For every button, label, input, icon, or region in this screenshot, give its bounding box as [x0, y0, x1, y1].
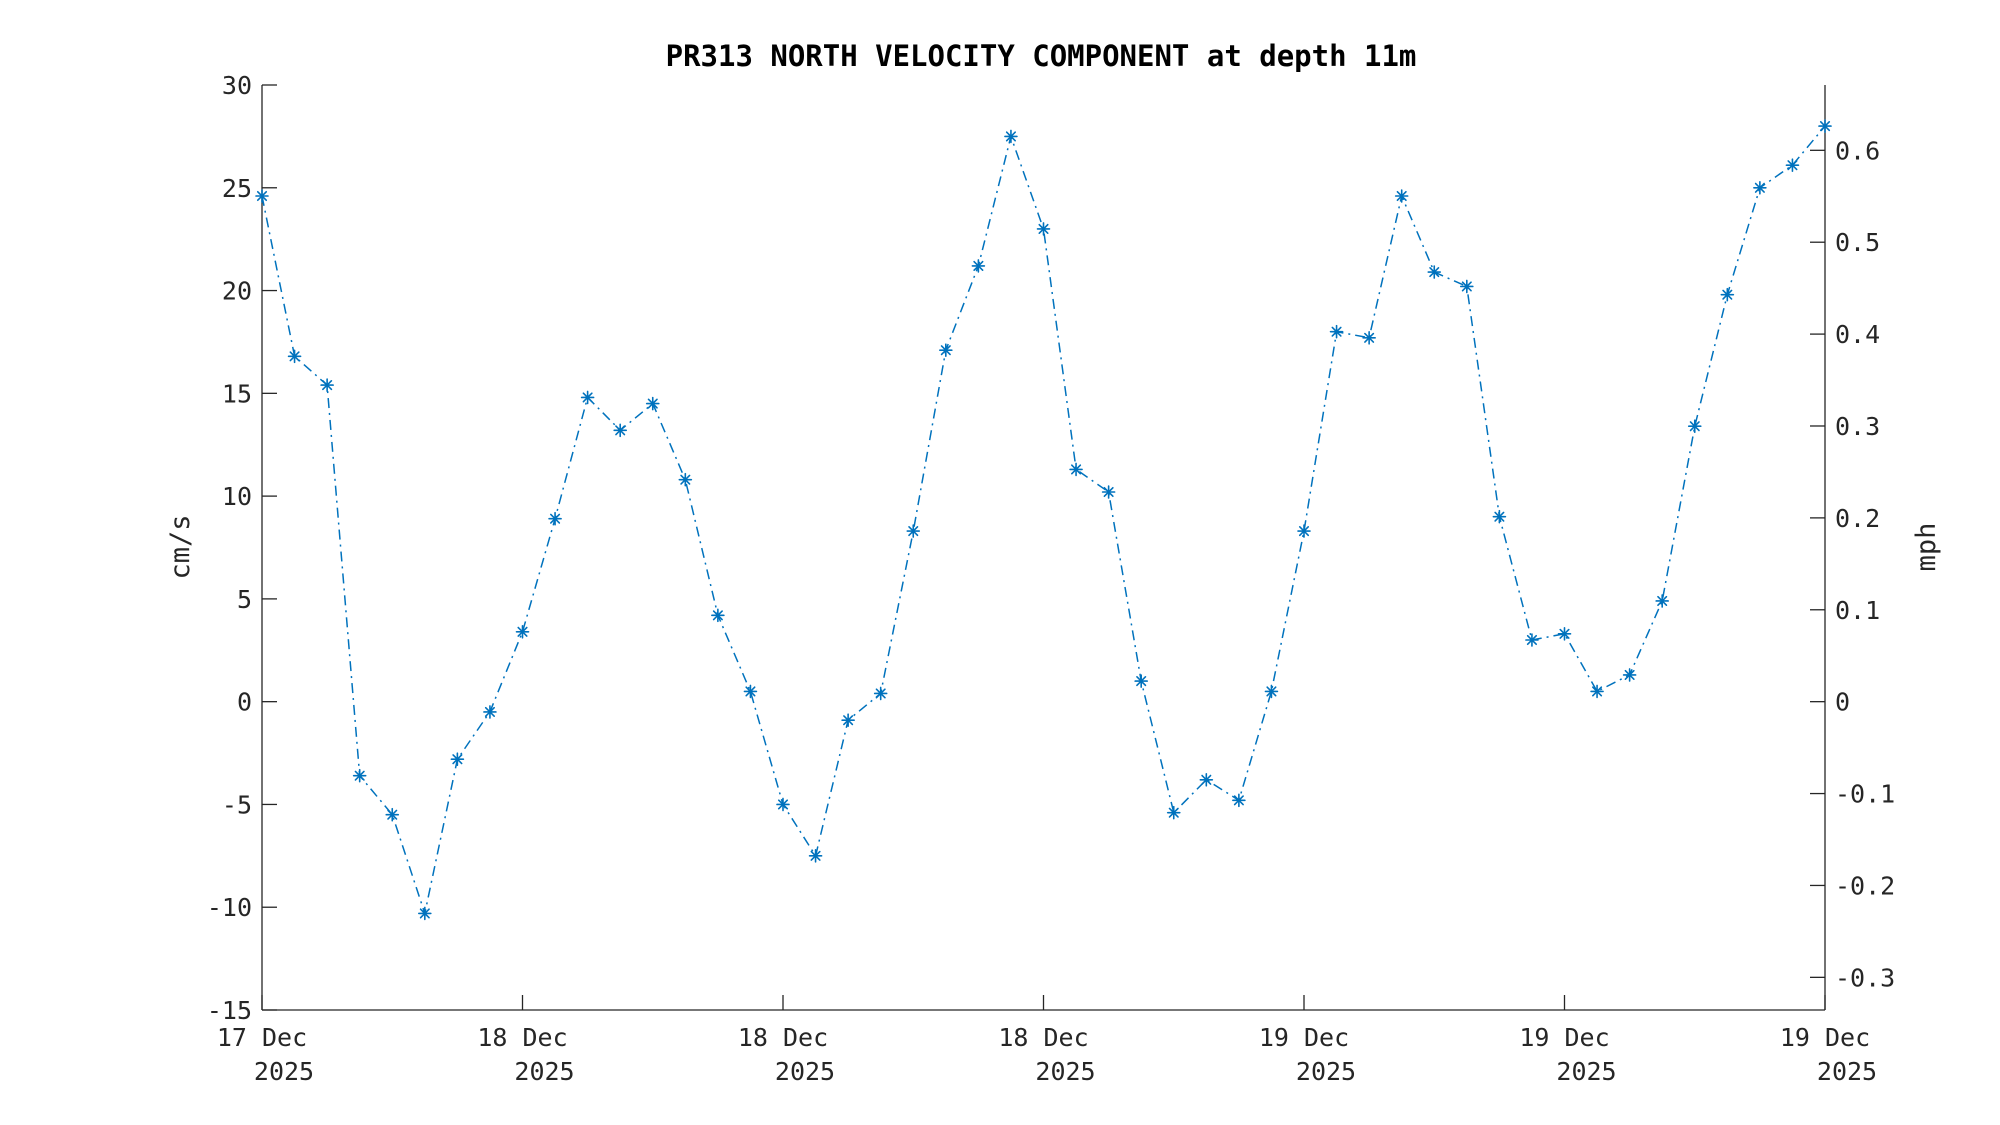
y-tick-label: 5	[237, 585, 252, 614]
y-tick-label: -5	[222, 790, 252, 819]
data-point	[873, 686, 888, 701]
data-point	[906, 524, 921, 538]
data-point	[1460, 279, 1474, 294]
data-point	[1166, 805, 1181, 820]
x-tick-label-year: 2025	[1817, 1057, 1877, 1086]
data-point	[287, 349, 302, 364]
axes: -15-10-5051015202530-0.3-0.2-0.100.10.20…	[207, 71, 1895, 1086]
data-point	[1687, 419, 1702, 434]
data-point	[1004, 129, 1018, 144]
data-point	[1362, 331, 1376, 345]
data-point	[645, 396, 660, 411]
data-point	[743, 684, 758, 699]
y-tick-label: 15	[222, 379, 252, 408]
y2-tick-label: -0.2	[1835, 871, 1895, 900]
data-point	[1753, 180, 1767, 195]
y-tick-label: 0	[237, 688, 252, 717]
data-point	[1394, 189, 1409, 203]
data-point	[483, 705, 497, 719]
data-point	[1720, 287, 1735, 302]
data-point	[1232, 793, 1246, 808]
x-tick-label-date: 18 Dec	[998, 1023, 1088, 1052]
y2-tick-label: -0.1	[1835, 780, 1895, 809]
y2-tick-label: 0.1	[1835, 596, 1880, 625]
data-point	[450, 752, 465, 767]
x-tick-label-date: 18 Dec	[477, 1023, 567, 1052]
data-point	[1329, 324, 1344, 339]
y2-tick-label: 0.4	[1835, 320, 1880, 349]
data-point	[841, 713, 855, 727]
data-point	[255, 189, 269, 203]
data-point	[1427, 265, 1442, 279]
data-point	[1036, 222, 1051, 236]
y2-tick-label: 0.2	[1835, 504, 1880, 533]
data-point	[320, 378, 334, 392]
data-point	[418, 906, 432, 921]
x-tick-label-date: 17 Dec	[217, 1023, 307, 1052]
data-point	[1492, 509, 1507, 524]
data-point	[1557, 627, 1572, 641]
x-tick-label-year: 2025	[775, 1057, 835, 1086]
data-point	[1069, 462, 1083, 477]
data-point	[1785, 158, 1800, 172]
data-point	[711, 608, 725, 623]
x-tick-label-date: 19 Dec	[1780, 1023, 1870, 1052]
data-point	[385, 807, 400, 822]
y2-tick-label: 0.6	[1835, 136, 1880, 165]
data-point	[613, 423, 627, 438]
data-point	[1134, 674, 1148, 688]
data-point	[515, 624, 530, 639]
y-tick-label: -10	[207, 893, 252, 922]
x-tick-label-date: 19 Dec	[1259, 1023, 1349, 1052]
x-tick-label-year: 2025	[1296, 1057, 1356, 1086]
x-tick-label-date: 19 Dec	[1519, 1023, 1609, 1052]
x-tick-label-year: 2025	[254, 1057, 314, 1086]
data-point	[678, 472, 693, 487]
series-line	[261, 125, 1826, 917]
y-tick-label: 10	[222, 482, 252, 511]
y2-tick-label: 0.5	[1835, 228, 1880, 257]
y2-tick-label: -0.3	[1835, 963, 1895, 992]
y-tick-label: 20	[222, 277, 252, 306]
data-point	[939, 343, 953, 357]
data-point	[808, 849, 823, 863]
plot-area	[255, 119, 1832, 921]
y-tick-label: 30	[222, 71, 252, 100]
y2-tick-label: 0	[1835, 688, 1850, 717]
data-point	[548, 511, 562, 526]
data-point	[1525, 633, 1539, 647]
data-point	[1297, 524, 1311, 538]
data-point	[1101, 485, 1116, 499]
data-point	[1199, 772, 1214, 787]
data-point	[971, 259, 986, 273]
data-point	[1622, 668, 1637, 682]
data-point	[1655, 594, 1669, 608]
x-tick-label-date: 18 Dec	[738, 1023, 828, 1052]
data-point	[776, 797, 790, 812]
x-tick-label-year: 2025	[1556, 1057, 1616, 1086]
y-tick-label: 25	[222, 174, 252, 203]
y2-axis-label: mph	[1911, 523, 1942, 572]
y-axis-label: cm/s	[165, 514, 196, 579]
data-point	[1264, 684, 1279, 699]
x-tick-label-year: 2025	[1035, 1057, 1095, 1086]
x-tick-label-year: 2025	[514, 1057, 574, 1086]
chart-title: PR313 NORTH VELOCITY COMPONENT at depth …	[666, 39, 1417, 73]
data-point	[580, 390, 595, 405]
y-tick-label: -15	[207, 996, 252, 1025]
data-point	[352, 768, 367, 783]
y2-tick-label: 0.3	[1835, 412, 1880, 441]
data-point	[1590, 684, 1604, 699]
data-point	[1818, 119, 1832, 133]
